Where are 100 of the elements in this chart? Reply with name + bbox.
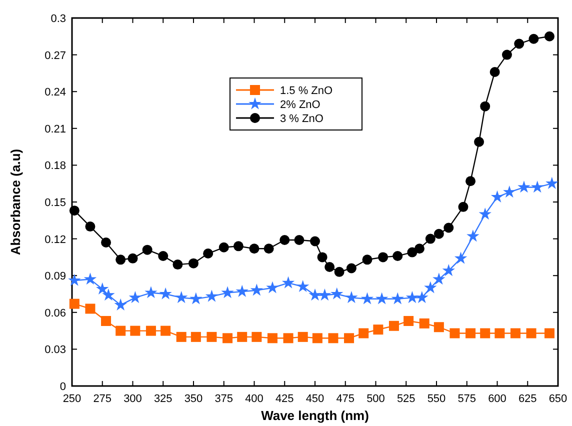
point bbox=[68, 274, 81, 286]
point bbox=[388, 320, 399, 331]
point bbox=[466, 230, 480, 242]
x-tick-label: 500 bbox=[366, 393, 385, 405]
point bbox=[294, 235, 304, 246]
point bbox=[101, 237, 112, 248]
point bbox=[310, 236, 320, 246]
point bbox=[237, 332, 248, 342]
y-axis-title: Absorbance (a.u) bbox=[8, 148, 23, 256]
point bbox=[490, 190, 504, 202]
x-tick-label: 600 bbox=[488, 393, 506, 405]
point bbox=[546, 176, 558, 189]
point bbox=[158, 250, 168, 261]
point bbox=[280, 235, 290, 246]
point bbox=[378, 252, 388, 262]
point bbox=[130, 326, 140, 336]
y-tick-label: 0.21 bbox=[44, 123, 66, 136]
point bbox=[317, 252, 328, 262]
x-tick-label: 475 bbox=[336, 393, 355, 405]
point bbox=[345, 291, 358, 304]
point bbox=[344, 333, 354, 344]
point bbox=[518, 180, 530, 193]
point bbox=[188, 258, 198, 268]
point bbox=[146, 326, 156, 336]
point bbox=[176, 332, 186, 342]
point bbox=[249, 244, 260, 254]
x-tick-label: 275 bbox=[93, 393, 112, 405]
y-tick-label: 0.12 bbox=[44, 234, 66, 246]
point bbox=[419, 318, 430, 328]
point bbox=[375, 292, 388, 304]
x-tick-label: 575 bbox=[458, 393, 476, 405]
x-tick-label: 250 bbox=[62, 393, 82, 405]
legend-label: 2% ZnO bbox=[280, 99, 321, 111]
point bbox=[528, 34, 539, 44]
point bbox=[474, 136, 484, 147]
point bbox=[206, 332, 217, 342]
point bbox=[85, 304, 96, 314]
point bbox=[478, 208, 492, 220]
point bbox=[334, 266, 344, 277]
x-tick-label: 375 bbox=[214, 393, 234, 405]
point bbox=[466, 328, 476, 338]
legend-label: 1.5 % ZnO bbox=[280, 85, 334, 97]
point bbox=[205, 290, 218, 302]
x-tick-label: 300 bbox=[124, 393, 142, 405]
point bbox=[416, 291, 428, 304]
point bbox=[69, 298, 80, 309]
point bbox=[544, 31, 554, 42]
point bbox=[96, 282, 109, 294]
point bbox=[414, 244, 424, 254]
point bbox=[358, 328, 369, 338]
point bbox=[101, 316, 112, 326]
point bbox=[128, 291, 142, 304]
point bbox=[116, 254, 126, 265]
point bbox=[128, 253, 138, 264]
point bbox=[450, 328, 460, 338]
point bbox=[466, 176, 476, 186]
x-tick-label: 625 bbox=[518, 393, 537, 405]
point bbox=[490, 66, 500, 77]
y-tick-label: 0.3 bbox=[50, 13, 66, 25]
point bbox=[190, 292, 202, 304]
point bbox=[190, 332, 201, 342]
point bbox=[346, 263, 356, 274]
x-tick-label: 525 bbox=[396, 393, 416, 405]
point bbox=[404, 316, 414, 326]
y-tick-label: 0.24 bbox=[44, 86, 66, 99]
point bbox=[480, 328, 490, 338]
point bbox=[360, 292, 374, 304]
point bbox=[264, 244, 274, 254]
point bbox=[142, 244, 152, 255]
x-tick-label: 350 bbox=[184, 393, 203, 405]
y-tick-label: 0 bbox=[60, 381, 66, 393]
y-tick-label: 0.18 bbox=[44, 160, 66, 172]
x-tick-label: 425 bbox=[275, 393, 294, 405]
point bbox=[222, 333, 233, 344]
point bbox=[172, 260, 183, 270]
point bbox=[494, 328, 505, 338]
point bbox=[362, 254, 372, 265]
point bbox=[392, 250, 403, 261]
point bbox=[298, 332, 308, 342]
point bbox=[296, 280, 310, 292]
point bbox=[308, 288, 322, 301]
point bbox=[312, 333, 322, 344]
x-tick-label: 450 bbox=[306, 393, 324, 405]
point bbox=[69, 206, 80, 216]
point bbox=[503, 186, 516, 198]
point bbox=[373, 324, 384, 335]
point bbox=[267, 333, 278, 344]
x-tick-label: 325 bbox=[154, 393, 172, 405]
point bbox=[116, 326, 126, 336]
point bbox=[407, 247, 418, 258]
point bbox=[330, 287, 344, 300]
point bbox=[282, 276, 295, 288]
point bbox=[160, 326, 171, 336]
y-tick-label: 0.27 bbox=[44, 50, 66, 62]
point bbox=[218, 242, 229, 252]
point bbox=[318, 288, 332, 301]
y-tick-label: 0.09 bbox=[44, 270, 66, 283]
point bbox=[544, 328, 554, 338]
point bbox=[454, 252, 468, 264]
point bbox=[444, 222, 454, 233]
